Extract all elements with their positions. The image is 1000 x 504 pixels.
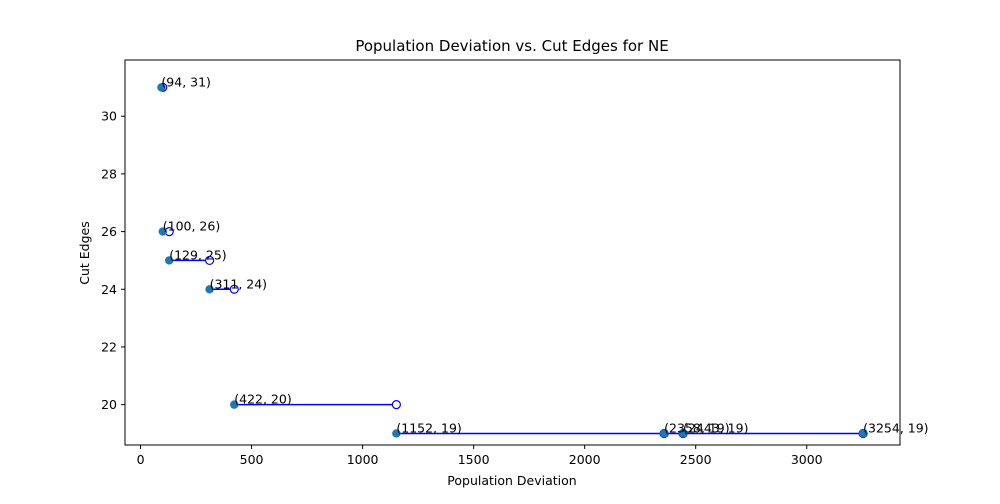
data-point (157, 83, 166, 92)
y-tick-label: 24 (101, 282, 117, 297)
point-labels: (94, 31) (100, 26) (129, 25) (311, 24) (422,… (161, 74, 928, 435)
data-point (392, 429, 401, 438)
step-end-marker (229, 284, 239, 294)
y-axis-title: Cut Edges (77, 221, 92, 285)
data-point (230, 400, 239, 409)
point-label: (422, 20) (234, 392, 291, 407)
x-axis-title: Population Deviation (447, 473, 576, 488)
plot-frame (124, 59, 901, 446)
point-label: (1152, 19) (396, 420, 461, 435)
x-tick-label: 1500 (458, 452, 490, 467)
y-axis-ticks: 20 22 24 26 28 30 (101, 109, 125, 412)
point-label: (2358, 19) (664, 420, 729, 435)
y-tick-label: 20 (101, 397, 117, 412)
data-point (205, 285, 214, 294)
x-tick-label: 500 (240, 452, 264, 467)
y-tick-label: 22 (101, 339, 117, 354)
step-lines (161, 86, 864, 435)
x-tick-label: 2000 (569, 452, 601, 467)
x-tick-label: 2500 (680, 452, 712, 467)
point-label: (129, 25) (169, 247, 226, 262)
point-label: (94, 31) (161, 74, 211, 89)
x-axis-ticks: 0 500 1000 1500 2000 2500 3000 (137, 445, 823, 467)
y-tick-label: 26 (101, 224, 117, 239)
chart-title: Population Deviation vs. Cut Edges for N… (355, 37, 668, 55)
point-label: (311, 24) (210, 276, 267, 291)
point-label: (2443, 19) (683, 420, 748, 435)
data-point (164, 256, 174, 265)
y-tick-label: 28 (101, 166, 117, 181)
data-point (659, 429, 669, 438)
point-label: (100, 26) (163, 219, 220, 234)
x-tick-label: 3000 (791, 452, 823, 467)
x-tick-label: 1000 (347, 452, 379, 467)
data-point (158, 227, 167, 236)
point-label: (3254, 19) (863, 420, 928, 435)
step-end-marker (205, 255, 215, 266)
data-points (157, 83, 868, 438)
data-point (858, 429, 868, 438)
data-point (678, 429, 688, 438)
step-end-markers (158, 82, 868, 439)
y-tick-label: 30 (101, 109, 117, 124)
step-end-marker (391, 400, 401, 410)
x-tick-label: 0 (137, 452, 145, 467)
